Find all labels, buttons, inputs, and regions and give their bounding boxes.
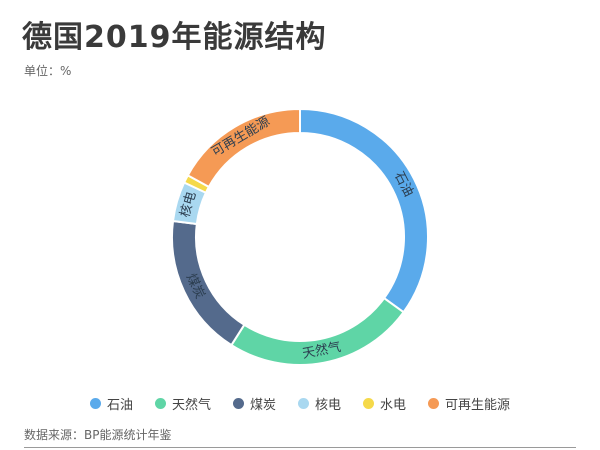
legend-label: 可再生能源 [445, 398, 511, 413]
legend-label: 石油 [106, 398, 133, 413]
legend-dot [298, 398, 309, 409]
legend-label: 煤炭 [249, 398, 276, 413]
legend-label: 核电 [315, 398, 342, 413]
legend-label: 水电 [380, 398, 407, 413]
chart-legend: 石油 天然气 煤炭 核电 水电 可再生能源 [0, 394, 600, 413]
data-source: 数据来源：BP能源统计年鉴 [24, 428, 172, 442]
slice-label-天然气: 天然气 [301, 339, 342, 362]
legend-dot [89, 398, 101, 409]
legend-item-可再生能源: 可再生能源 [428, 394, 510, 413]
legend-item-天然气: 天然气 [154, 394, 211, 413]
legend-dot [154, 398, 166, 409]
unit-label: 单位：% [24, 64, 72, 78]
slice-label-核电: 核电 [178, 190, 200, 219]
legend-dot [428, 398, 440, 409]
legend-item-煤炭: 煤炭 [232, 394, 276, 413]
slice-石油 [299, 107, 429, 314]
page-title: 德国2019年能源结构 [22, 20, 327, 55]
slice-煤炭 [171, 219, 246, 347]
legend-dot [232, 398, 244, 409]
legend-item-核电: 核电 [298, 394, 341, 413]
legend-label: 天然气 [171, 398, 211, 413]
legend-dot [363, 398, 375, 409]
slice-可再生能源 [186, 107, 301, 189]
footer-divider [24, 447, 576, 448]
legend-item-水电: 水电 [363, 394, 406, 413]
legend-item-石油: 石油 [89, 394, 133, 413]
